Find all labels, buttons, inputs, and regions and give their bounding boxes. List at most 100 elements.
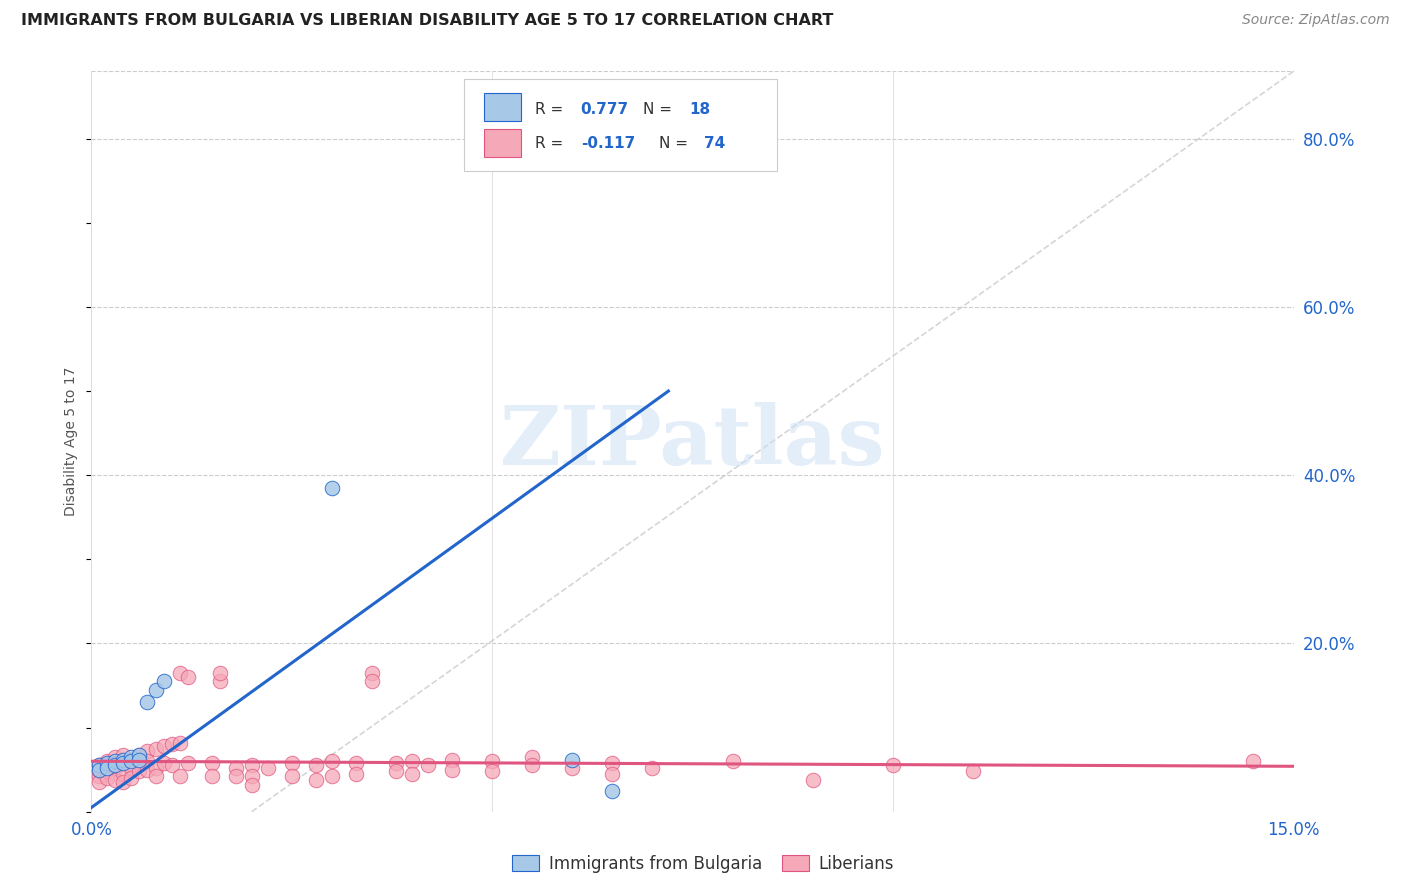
Point bbox=[96, 754, 118, 768]
Point bbox=[136, 695, 159, 709]
Point bbox=[104, 772, 127, 787]
FancyBboxPatch shape bbox=[485, 129, 520, 157]
Text: ZIPatlas: ZIPatlas bbox=[499, 401, 886, 482]
Point bbox=[344, 756, 367, 770]
Point bbox=[121, 761, 143, 775]
Point bbox=[522, 758, 544, 772]
Point bbox=[440, 763, 463, 777]
Point bbox=[240, 769, 263, 783]
Point bbox=[104, 756, 127, 770]
Point bbox=[281, 769, 304, 783]
Text: N =: N = bbox=[643, 103, 678, 117]
Point bbox=[240, 778, 263, 792]
Point bbox=[176, 756, 198, 770]
Point bbox=[401, 754, 423, 768]
Point bbox=[145, 761, 167, 775]
Point bbox=[602, 783, 624, 797]
Point bbox=[128, 764, 150, 779]
Point bbox=[641, 761, 664, 775]
Point bbox=[136, 754, 159, 768]
Point bbox=[121, 754, 143, 768]
Point bbox=[96, 758, 118, 772]
Point bbox=[882, 758, 904, 772]
Point bbox=[305, 758, 328, 772]
Point bbox=[401, 767, 423, 781]
Point bbox=[481, 754, 503, 768]
Point bbox=[89, 775, 111, 789]
Point bbox=[112, 756, 135, 770]
Text: 0.777: 0.777 bbox=[581, 103, 628, 117]
Point bbox=[1243, 754, 1265, 768]
Point bbox=[385, 756, 408, 770]
Point bbox=[281, 756, 304, 770]
Point bbox=[344, 767, 367, 781]
Point bbox=[104, 758, 127, 772]
Point bbox=[416, 758, 439, 772]
Point bbox=[104, 750, 127, 764]
Point bbox=[160, 758, 183, 772]
Text: Source: ZipAtlas.com: Source: ZipAtlas.com bbox=[1241, 13, 1389, 28]
Point bbox=[962, 764, 984, 779]
Point bbox=[801, 772, 824, 787]
Point bbox=[225, 761, 247, 775]
Point bbox=[208, 665, 231, 680]
Point bbox=[169, 769, 191, 783]
Point bbox=[201, 756, 224, 770]
Point bbox=[89, 763, 111, 777]
Point bbox=[89, 758, 111, 772]
Point bbox=[152, 739, 174, 753]
Point bbox=[321, 481, 343, 495]
Point bbox=[128, 747, 150, 762]
Point bbox=[360, 665, 382, 680]
Point bbox=[152, 674, 174, 689]
FancyBboxPatch shape bbox=[485, 93, 520, 120]
Point bbox=[128, 756, 150, 770]
Text: R =: R = bbox=[534, 103, 568, 117]
Text: 18: 18 bbox=[689, 103, 710, 117]
Point bbox=[208, 674, 231, 689]
Point bbox=[104, 761, 127, 775]
Point bbox=[240, 758, 263, 772]
Point bbox=[89, 764, 111, 779]
Point bbox=[112, 775, 135, 789]
Point bbox=[136, 744, 159, 758]
Point bbox=[321, 754, 343, 768]
Point bbox=[96, 761, 118, 775]
Point bbox=[96, 771, 118, 785]
Point bbox=[89, 769, 111, 783]
Point bbox=[169, 736, 191, 750]
Text: 74: 74 bbox=[704, 136, 725, 152]
Point bbox=[89, 758, 111, 772]
Point bbox=[121, 771, 143, 785]
Point bbox=[128, 753, 150, 767]
Point bbox=[360, 674, 382, 689]
Point bbox=[145, 769, 167, 783]
Point bbox=[176, 670, 198, 684]
Point bbox=[721, 754, 744, 768]
Point bbox=[169, 665, 191, 680]
Point bbox=[561, 753, 583, 767]
Point bbox=[96, 764, 118, 779]
Point bbox=[481, 764, 503, 779]
Legend: Immigrants from Bulgaria, Liberians: Immigrants from Bulgaria, Liberians bbox=[505, 848, 901, 880]
Point bbox=[385, 764, 408, 779]
Point bbox=[136, 763, 159, 777]
Text: -0.117: -0.117 bbox=[581, 136, 636, 152]
Point bbox=[145, 741, 167, 756]
Point bbox=[128, 747, 150, 762]
Point bbox=[112, 747, 135, 762]
Point bbox=[305, 772, 328, 787]
Y-axis label: Disability Age 5 to 17: Disability Age 5 to 17 bbox=[65, 367, 79, 516]
Point bbox=[602, 767, 624, 781]
Point bbox=[152, 756, 174, 770]
Point bbox=[522, 750, 544, 764]
Text: N =: N = bbox=[659, 136, 693, 152]
Point bbox=[225, 769, 247, 783]
Point bbox=[160, 738, 183, 752]
Point bbox=[321, 769, 343, 783]
Point bbox=[121, 753, 143, 767]
Point bbox=[121, 750, 143, 764]
FancyBboxPatch shape bbox=[464, 78, 776, 171]
Point bbox=[201, 769, 224, 783]
Point bbox=[145, 682, 167, 697]
